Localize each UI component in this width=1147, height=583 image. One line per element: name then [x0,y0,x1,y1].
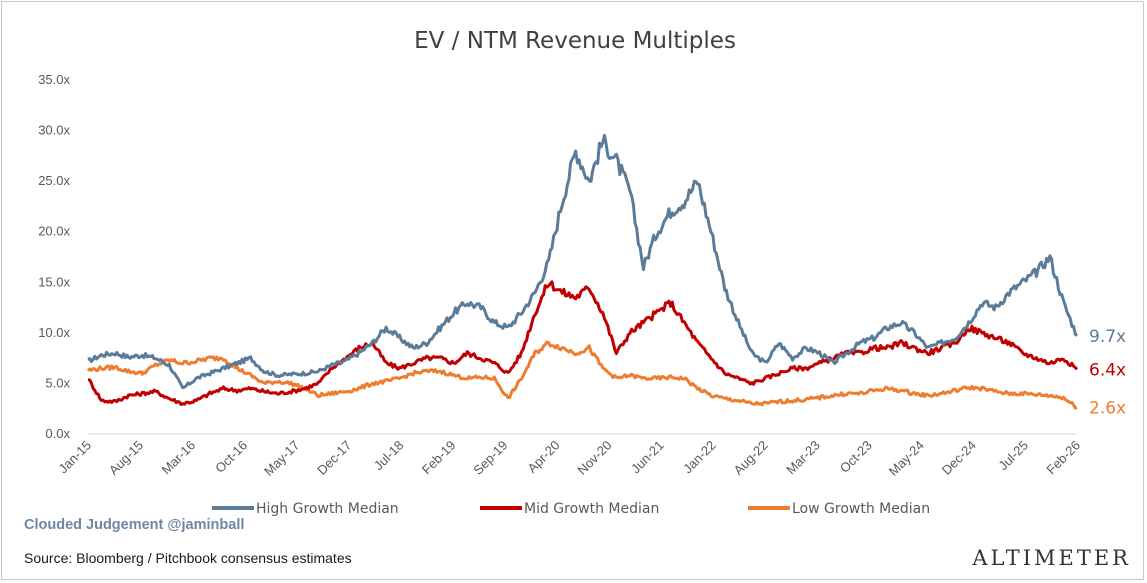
x-tick-label: May-17 [261,438,302,479]
mid-growth-median-end-label: 6.4x [1089,360,1126,380]
chart-title: EV / NTM Revenue Multiples [414,28,736,54]
brand-logo: ALTIMETER [972,546,1131,570]
x-tick-label: Apr-20 [524,438,562,476]
x-tick-label: May-24 [886,438,927,479]
mid-growth-median-legend-label: Mid Growth Median [524,501,659,517]
end-labels: 2.6x 6.4x 9.7x [1089,327,1126,419]
x-tick-label: Feb-26 [1043,438,1083,478]
x-tick-label: Aug-22 [731,438,771,478]
y-tick-label: 25.0x [38,173,70,188]
x-tick-label: Aug-15 [106,438,146,478]
y-tick-label: 35.0x [38,72,70,87]
y-tick-label: 15.0x [38,274,70,289]
high-growth-median-end-label: 9.7x [1089,327,1126,347]
x-tick-label: Mar-23 [783,438,823,478]
x-tick-label: Dec-17 [314,438,354,478]
high-growth-median-legend-label: High Growth Median [256,501,399,517]
mid-growth-median-line [87,280,1079,407]
series-lines [86,133,1079,410]
x-tick-label: Jul-18 [371,438,407,474]
y-tick-label: 0.0x [45,426,70,441]
low-growth-median-line [86,340,1078,410]
y-axis: 0.0x 5.0x 10.0x 15.0x 20.0x 25.0x 30.0x 35.0x [38,72,70,441]
low-growth-median-end-label: 2.6x [1089,399,1126,419]
x-tick-label: Oct-16 [212,438,250,476]
x-tick-label: Feb-19 [419,438,459,478]
source-text: Source: Bloomberg / Pitchbook consensus … [24,550,352,566]
legend: High Growth Median Mid Growth Median Low G… [212,501,930,517]
x-tick-label: Oct-23 [837,438,875,476]
high-growth-median-line [87,133,1079,390]
low-growth-median-legend-label: Low Growth Median [792,501,930,517]
y-tick-label: 10.0x [38,325,70,340]
x-axis: Jan-15 Aug-15 Mar-16 Oct-16 May-17 Dec-17 Jul-… [55,438,1083,479]
x-tick-label: Jan-22 [680,438,719,477]
x-tick-label: Jan-15 [55,438,94,477]
x-tick-label: Dec-24 [939,438,979,478]
y-tick-label: 20.0x [38,224,70,239]
y-tick-label: 5.0x [45,375,70,390]
x-tick-label: Jul-25 [995,438,1031,474]
x-tick-label: Jun-21 [628,438,667,477]
y-tick-label: 30.0x [38,123,70,138]
credit-text: Clouded Judgement @jaminball [24,517,245,533]
x-tick-label: Mar-16 [158,438,198,478]
x-tick-label: Nov-20 [574,438,614,478]
x-tick-label: Sep-19 [470,438,510,478]
